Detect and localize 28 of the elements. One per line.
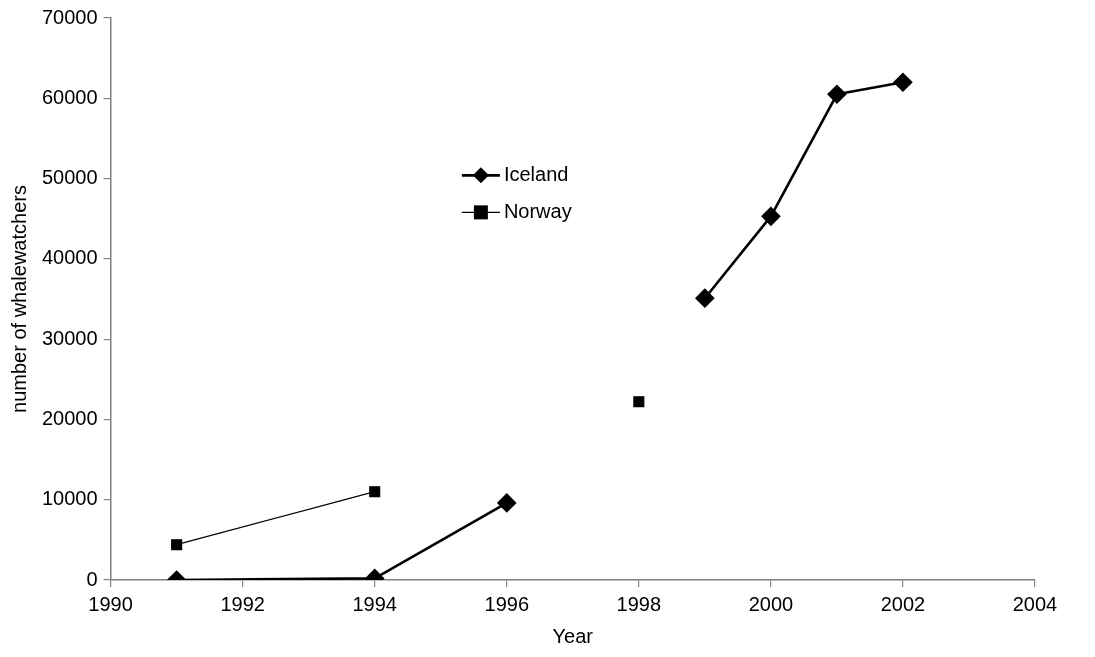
- x-tick-label: 2000: [748, 592, 794, 615]
- legend-label: Iceland: [503, 162, 569, 185]
- y-axis-title: number of whalewatchers: [7, 185, 30, 413]
- y-tick-label: 50000: [41, 166, 98, 189]
- point: [695, 288, 715, 308]
- x-tick-label: 1990: [88, 592, 133, 615]
- y-tick-label: 70000: [41, 5, 98, 28]
- x-tick-label: 1996: [484, 592, 530, 615]
- x-tick-label: 1994: [352, 592, 397, 615]
- point: [369, 486, 381, 498]
- legend-label: Norway: [503, 199, 572, 222]
- y-tick-label: 40000: [41, 246, 98, 269]
- y-tick-label: 20000: [41, 406, 98, 429]
- point: [171, 539, 183, 551]
- x-tick-label: 2004: [1012, 592, 1058, 615]
- x-tick-label: 1998: [616, 592, 662, 615]
- y-tick-label: 0: [86, 567, 98, 590]
- point: [827, 84, 847, 104]
- point: [497, 493, 517, 513]
- y-tick-label: 10000: [41, 487, 98, 510]
- x-axis-title: Year: [552, 624, 594, 647]
- point: [893, 72, 913, 92]
- y-tick-label: 30000: [41, 326, 98, 349]
- y-tick-label: 60000: [41, 85, 98, 108]
- point: [761, 207, 781, 226]
- point: [633, 396, 645, 408]
- x-tick-label: 2002: [880, 592, 926, 615]
- x-tick-label: 1992: [220, 592, 265, 615]
